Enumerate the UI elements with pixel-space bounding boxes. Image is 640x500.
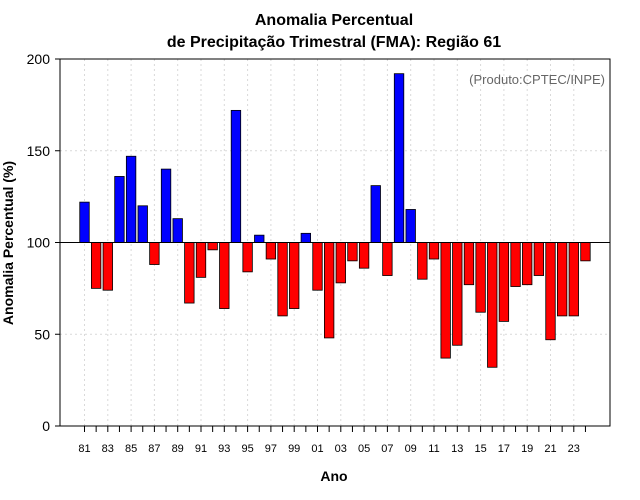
x-tick-label: 81 xyxy=(78,443,90,455)
bar-92 xyxy=(207,242,218,251)
y-tick-label: 200 xyxy=(27,51,51,67)
bar-16 xyxy=(487,242,498,368)
bar-82 xyxy=(91,242,102,289)
bar-13 xyxy=(452,242,463,346)
bar-86 xyxy=(137,205,148,243)
bar-84 xyxy=(114,176,125,243)
y-axis-label: Anomalia Percentual (%) xyxy=(0,161,16,325)
x-axis-label: Ano xyxy=(320,468,347,484)
x-tick-label: 89 xyxy=(172,443,184,455)
bar-12 xyxy=(440,242,451,359)
bar-90 xyxy=(184,242,195,304)
x-tick-label: 87 xyxy=(148,443,160,455)
x-tick-label: 13 xyxy=(451,443,463,455)
bar-87 xyxy=(149,242,160,265)
x-tick-label: 15 xyxy=(474,443,486,455)
x-tick-label: 97 xyxy=(265,443,277,455)
y-tick-label: 100 xyxy=(27,235,51,251)
chart-title: Anomalia Percentual xyxy=(255,12,413,29)
bar-23 xyxy=(568,242,579,317)
x-tick-label: 11 xyxy=(428,443,439,455)
bar-24 xyxy=(580,242,591,262)
x-tick-label: 91 xyxy=(195,443,207,455)
bar-99 xyxy=(289,242,300,309)
bar-97 xyxy=(265,242,277,260)
bar-10 xyxy=(417,242,428,280)
bar-18 xyxy=(510,242,521,287)
bar-89 xyxy=(172,218,183,243)
bar-01 xyxy=(312,242,323,291)
bar-96 xyxy=(254,234,265,243)
x-tick-label: 03 xyxy=(335,443,347,455)
bar-11 xyxy=(428,242,440,260)
bar-94 xyxy=(230,109,242,243)
chart-subtitle: de Precipitação Trimestral (FMA): Região… xyxy=(167,34,501,51)
bar-83 xyxy=(102,242,113,291)
bar-17 xyxy=(498,242,510,322)
bar-81 xyxy=(79,201,90,243)
bars xyxy=(79,73,591,368)
x-tick-label: 05 xyxy=(358,443,370,455)
x-tick-label: 99 xyxy=(288,443,300,455)
y-axis-ticks: 0 50 100 150 200 xyxy=(27,51,60,434)
bar-21 xyxy=(545,242,556,341)
bar-07 xyxy=(382,242,393,276)
bar-85 xyxy=(125,155,137,243)
x-tick-label: 19 xyxy=(521,443,533,455)
bar-14 xyxy=(463,242,475,286)
bar-95 xyxy=(242,242,253,273)
source-annotation: (Produto:CPTEC/INPE) xyxy=(469,72,605,87)
bar-15 xyxy=(475,242,486,313)
bar-88 xyxy=(160,168,172,243)
bar-91 xyxy=(195,242,207,278)
x-tick-label: 95 xyxy=(241,443,253,455)
bar-05 xyxy=(358,242,370,269)
bar-00 xyxy=(300,232,312,243)
x-tick-label: 07 xyxy=(381,443,393,455)
bar-93 xyxy=(219,242,230,309)
bar-08 xyxy=(393,73,405,243)
bar-09 xyxy=(405,209,416,243)
x-tick-label: 09 xyxy=(405,443,417,455)
bar-06 xyxy=(370,185,381,243)
x-tick-label: 01 xyxy=(311,443,323,455)
x-tick-label: 23 xyxy=(568,443,580,455)
y-tick-label: 50 xyxy=(34,326,50,342)
bar-04 xyxy=(347,242,358,262)
x-axis-ticks: 81 83 85 87 89 91 93 95 97 99 01 03 05 07 09 11 13 15 17 19… xyxy=(78,426,586,455)
y-tick-label: 0 xyxy=(42,418,50,434)
y-tick-label: 150 xyxy=(27,143,51,159)
grid-lines xyxy=(60,59,610,426)
x-tick-label: 83 xyxy=(102,443,114,455)
bar-20 xyxy=(533,242,544,276)
bar-22 xyxy=(557,242,568,317)
x-tick-label: 85 xyxy=(125,443,137,455)
x-tick-label: 93 xyxy=(218,443,230,455)
bar-02 xyxy=(323,242,335,339)
x-tick-label: 17 xyxy=(498,443,510,455)
x-tick-label: 21 xyxy=(544,443,556,455)
bar-19 xyxy=(522,242,533,286)
bar-03 xyxy=(335,242,346,284)
bar-98 xyxy=(277,242,288,317)
